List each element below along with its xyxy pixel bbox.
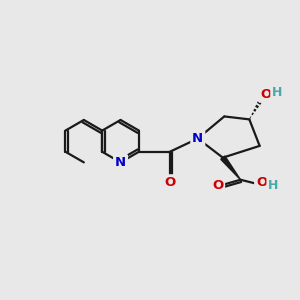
Polygon shape xyxy=(221,156,241,180)
Text: H: H xyxy=(272,86,283,99)
Text: H: H xyxy=(268,179,279,192)
Text: N: N xyxy=(115,156,126,169)
Text: N: N xyxy=(192,132,203,145)
Text: O: O xyxy=(256,176,267,189)
Text: O: O xyxy=(260,88,271,101)
Text: O: O xyxy=(212,179,223,192)
Text: O: O xyxy=(164,176,176,189)
